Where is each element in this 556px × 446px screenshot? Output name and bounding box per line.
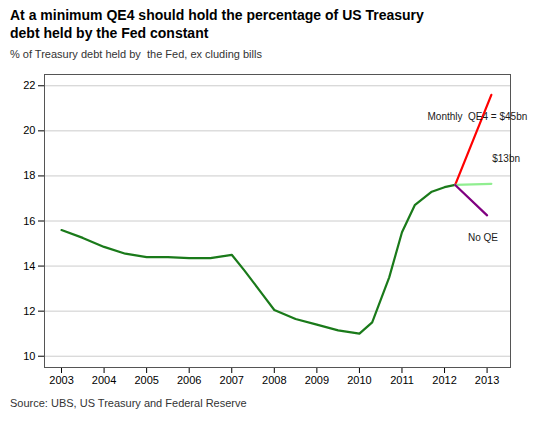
svg-text:2008: 2008 — [262, 374, 286, 386]
svg-text:2006: 2006 — [177, 374, 201, 386]
svg-text:2012: 2012 — [432, 374, 456, 386]
svg-text:2007: 2007 — [220, 374, 244, 386]
svg-text:20: 20 — [23, 124, 35, 136]
html-text:Source: UBS, US Treasury and F: Source: UBS, US Treasury and Federal Res… — [10, 397, 247, 409]
svg-text:2003: 2003 — [49, 374, 73, 386]
svg-text:16: 16 — [23, 215, 35, 227]
svg-text:2005: 2005 — [134, 374, 158, 386]
svg-text:2009: 2009 — [305, 374, 329, 386]
svg-text:2010: 2010 — [347, 374, 371, 386]
svg-text:$13bn: $13bn — [492, 153, 520, 164]
html-text:% of Treasury debt held by the: % of Treasury debt held by the Fed, ex c… — [10, 48, 262, 60]
svg-text:12: 12 — [23, 305, 35, 317]
svg-text:22: 22 — [23, 79, 35, 91]
html-text:At a minimum QE4 should hold t: At a minimum QE4 should hold the percent… — [10, 7, 424, 41]
svg-text:Monthly QE4 = $45bn: Monthly QE4 = $45bn — [428, 111, 528, 122]
svg-text:No QE: No QE — [468, 232, 498, 243]
svg-text:2011: 2011 — [390, 374, 414, 386]
svg-text:2013: 2013 — [475, 374, 499, 386]
svg-text:14: 14 — [23, 260, 35, 272]
svg-text:10: 10 — [23, 350, 35, 362]
svg-text:2004: 2004 — [92, 374, 116, 386]
svg-text:18: 18 — [23, 169, 35, 181]
